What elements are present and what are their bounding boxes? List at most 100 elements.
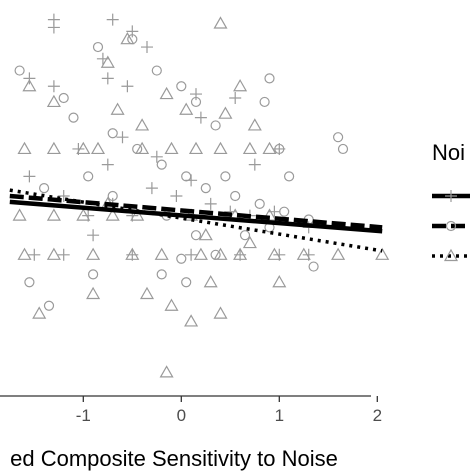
circle-point [279,206,290,217]
plus-point [150,150,163,163]
triangle-point [213,306,228,319]
circle-point [181,171,192,182]
plus-point [106,13,119,26]
plus-point [204,197,217,210]
plus-point [28,248,41,261]
triangle-point [135,118,150,131]
triangle-point [100,55,115,68]
circle-point [107,128,118,139]
triangle-point [76,208,91,221]
circle-point [239,230,251,241]
triangle-point [110,102,125,115]
triangle-point [22,79,37,92]
plus-point [141,41,153,54]
triangle-point [213,141,228,155]
triangle-point [218,106,233,119]
plus-point [145,182,158,195]
circle-point [87,269,99,280]
triangle-point [154,247,169,260]
triangle-point [139,286,155,300]
triangle-point [120,31,135,45]
circle-point [190,230,202,241]
circle-point [220,171,231,182]
circle-point [259,96,270,108]
plus-point [87,229,100,242]
triangle-point [203,275,218,288]
triangle-point [296,247,311,260]
circle-point [337,143,349,155]
legend: Noi [432,140,470,262]
triangle-point [272,275,287,288]
circle-point [156,159,167,170]
triangle-point [198,227,213,241]
triangle-point [76,141,91,155]
circle-point [176,81,187,92]
circle-point [333,132,344,143]
legend-key-triangle-icon [443,248,459,262]
x-axis-ticks: -1 0 1 2 [76,396,382,425]
triangle-point [331,247,346,260]
circle-point [230,190,241,202]
x-tick-label: 1 [275,406,284,425]
triangle-point [375,247,390,260]
circle-point [107,190,118,202]
circle-point [264,73,275,84]
triangle-point [17,141,32,155]
triangle-point [12,208,27,221]
triangle-point [90,141,106,155]
circle-point [83,171,94,182]
triangle-point [179,102,194,115]
triangle-point [135,141,150,155]
legend-keys [432,190,470,262]
fit-lines [9,188,383,253]
legend-key-plus-icon [445,190,457,202]
solid-fit-line [9,199,383,234]
x-tick-label: 0 [177,406,186,425]
triangle-point [213,16,228,29]
triangle-point [242,235,257,249]
plus-point [23,72,36,85]
x-tick-label: -1 [76,406,91,425]
triangle-point [262,141,277,155]
triangle-point [130,208,145,221]
circle-point [254,198,265,209]
circle-point [14,65,25,76]
triangle-point [242,141,257,155]
dashed-fit-line [9,193,383,230]
triangle-point [46,247,61,260]
plus-point [170,190,183,202]
x-tick-label: 2 [373,406,382,425]
circle-point [151,65,162,76]
circle-point [274,143,285,155]
circle-point [24,277,35,288]
plus-point [47,21,60,34]
circle-point [176,253,187,264]
circle-point [190,96,202,108]
legend-key-circle-icon [445,220,457,232]
triangle-point [125,247,140,260]
triangle-point [164,141,179,155]
circle-point [43,300,55,311]
plus-point [57,248,70,261]
plus-point [248,158,261,171]
triangle-point [159,365,174,378]
plus-point [101,72,114,85]
triangle-point [247,118,262,131]
circle-point [308,261,319,272]
data-points [12,13,390,378]
circle-point [181,277,192,288]
plus-point [57,190,70,202]
circle-point [58,92,69,104]
triangle-point [233,79,248,92]
plus-point [101,158,114,171]
plus-point [116,131,129,144]
triangle-point [86,247,101,260]
dotted-fit-line [9,188,383,253]
triangle-point [188,141,204,155]
circle-point [68,112,79,123]
triangle-point [164,298,179,311]
circle-point [200,183,211,194]
triangle-point [17,247,32,260]
triangle-point [193,247,208,260]
x-axis-title: ed Composite Sensitivity to Noise [10,446,338,471]
